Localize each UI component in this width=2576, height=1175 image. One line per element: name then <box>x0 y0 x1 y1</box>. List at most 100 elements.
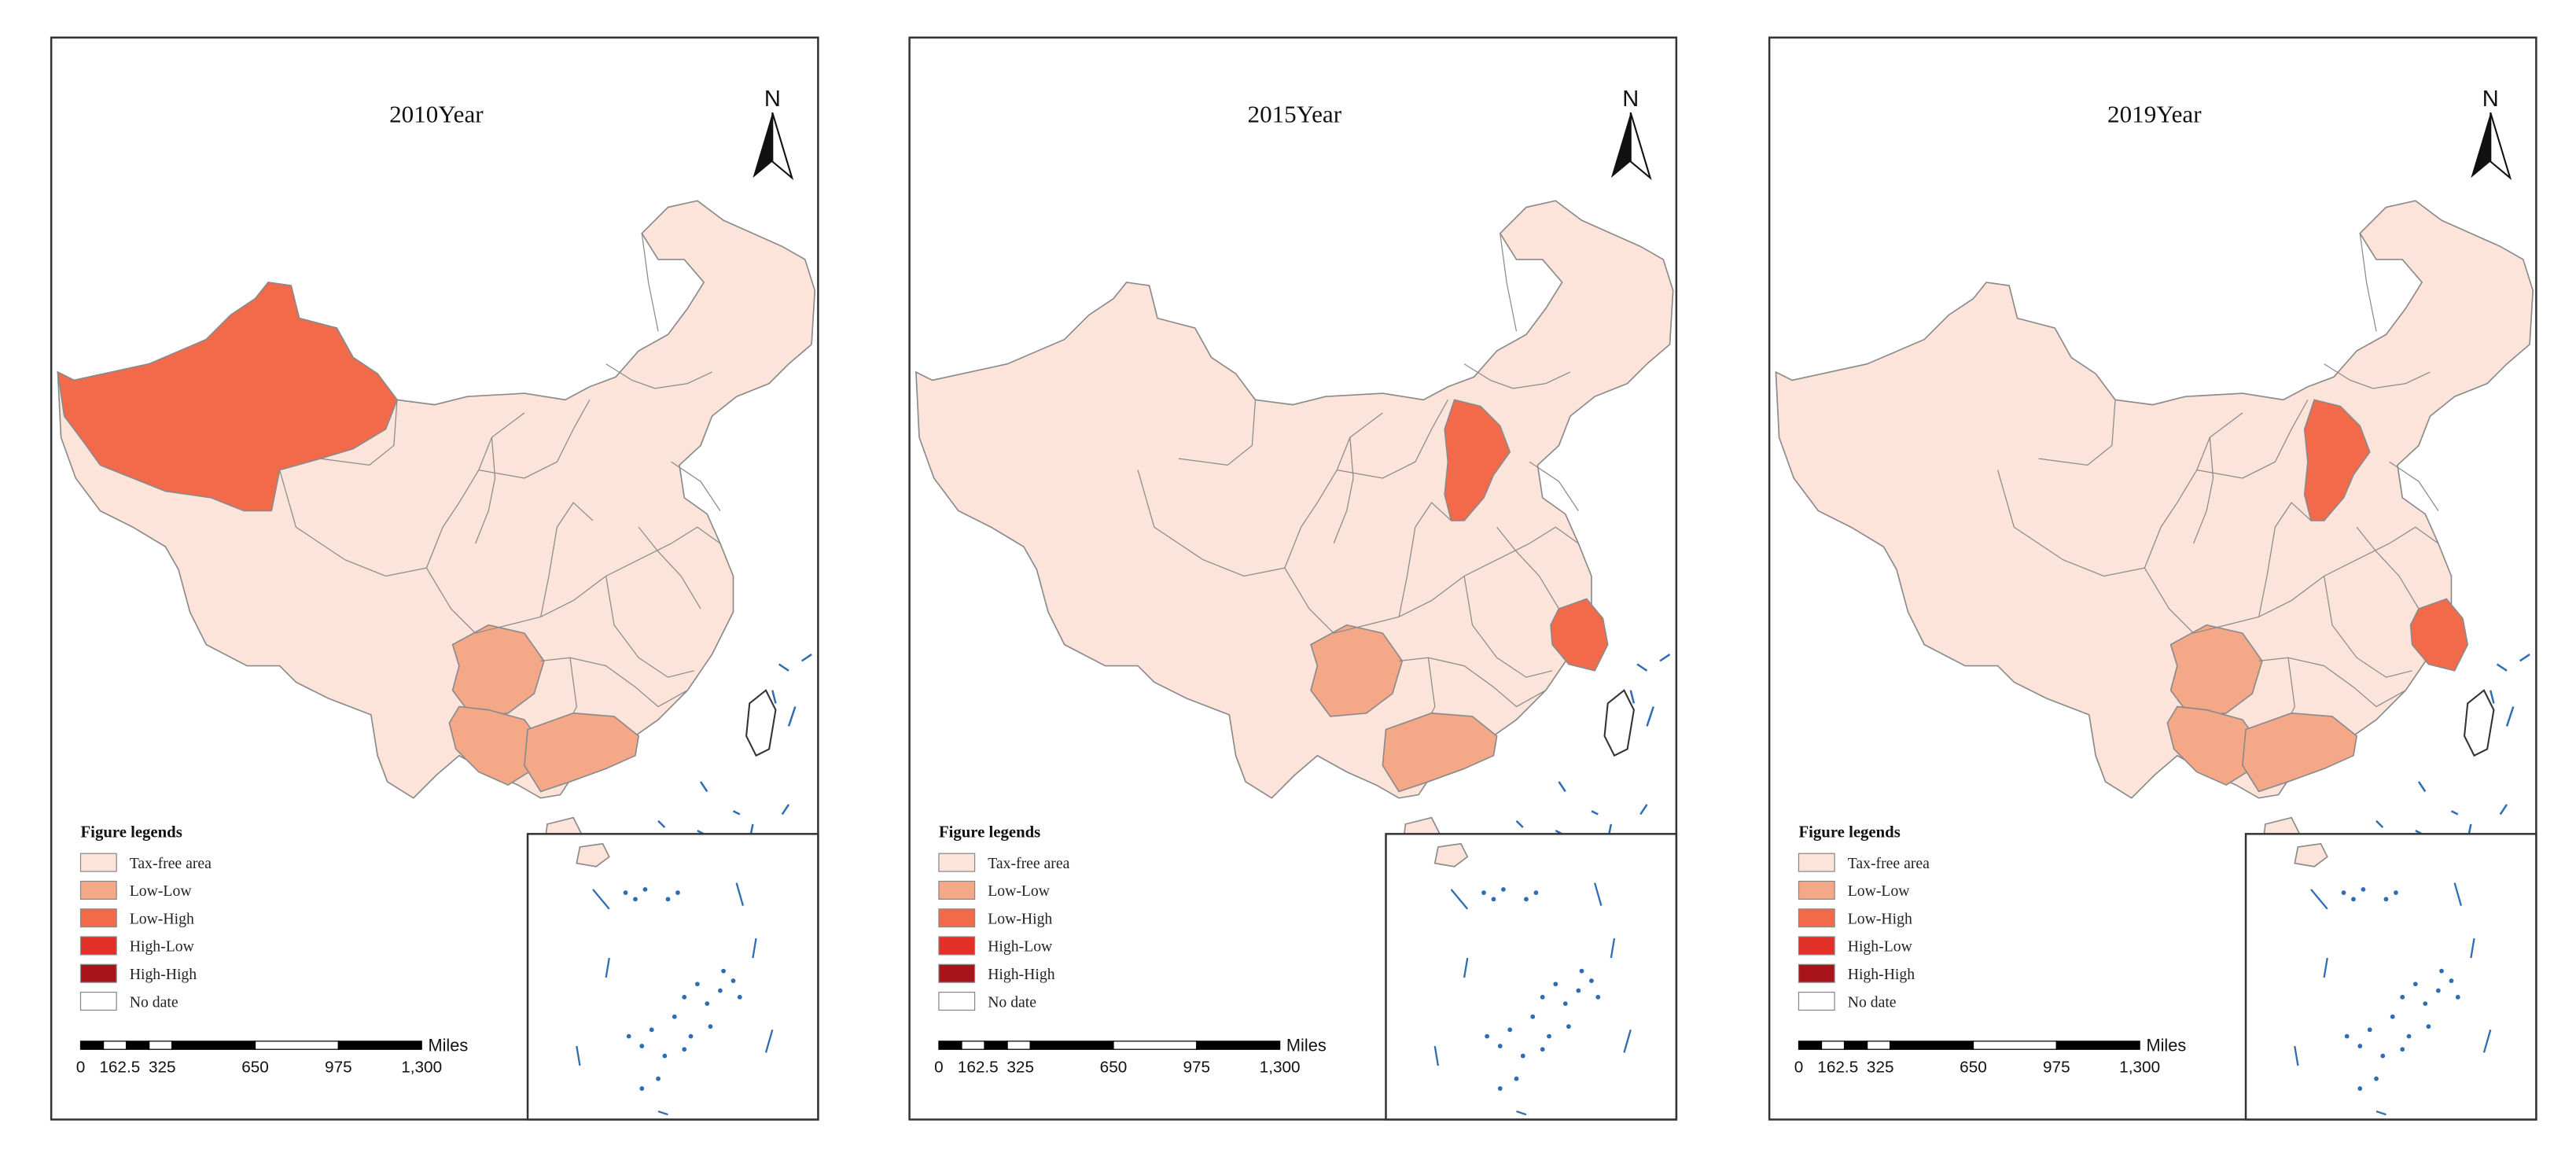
north-arrow-icon: N <box>2471 87 2512 181</box>
inset-island <box>2412 982 2418 987</box>
scale-label: 975 <box>325 1058 352 1076</box>
inset-island <box>2439 968 2444 974</box>
inset-island <box>1497 1086 1503 1091</box>
island-mark <box>1515 820 1524 828</box>
province-border <box>475 437 496 544</box>
scale-label: 0 <box>934 1058 944 1076</box>
scale-bar: 0 162.5 325 650 975 1,300 Miles <box>1794 1035 2187 1076</box>
inset-island <box>1497 1044 1503 1048</box>
scale-segment <box>1113 1041 1198 1050</box>
province-border <box>2291 526 2439 602</box>
province-border <box>641 233 659 332</box>
island-mark <box>657 820 666 828</box>
inset-border-dash <box>2294 1045 2299 1066</box>
scale-label: 325 <box>1867 1058 1894 1076</box>
legend-label: No date <box>130 993 178 1011</box>
legend: Figure legends Tax-free area Low-Low Low-Hi… <box>938 823 1070 1011</box>
inset-island <box>623 890 628 895</box>
legend-swatch <box>1798 853 1835 872</box>
island-mark <box>781 804 790 816</box>
legend-swatch <box>79 853 117 872</box>
map-panel-3: 2019Year N Figure legends Tax-free area Low-… <box>1768 36 2537 1121</box>
scale-segment <box>1972 1041 2057 1050</box>
island-mark <box>2505 706 2515 727</box>
inset-island <box>682 994 687 1000</box>
legend-label: High-High <box>1848 966 1915 983</box>
inset-border-dash <box>605 957 610 978</box>
island-mark <box>2499 804 2508 816</box>
legend-label: Low-High <box>1848 910 1912 927</box>
island-mark <box>787 706 797 727</box>
island-mark <box>2496 663 2508 672</box>
north-arrow-icon: N <box>753 87 794 181</box>
legend-label: No date <box>1848 993 1897 1011</box>
inset-border-dash <box>764 1030 774 1053</box>
province-border <box>1463 576 1553 678</box>
legend-label: No date <box>988 993 1036 1011</box>
province-border <box>569 657 577 714</box>
legend-title: Figure legends <box>939 823 1040 841</box>
island-mark <box>1659 654 1671 662</box>
scale-segment <box>79 1041 105 1050</box>
inset-island <box>642 886 648 892</box>
island-mark <box>2519 654 2530 662</box>
inset-island <box>2374 1076 2379 1081</box>
inset-border-dash <box>2453 882 2463 906</box>
island-mark <box>778 663 789 672</box>
north-label: N <box>764 87 781 112</box>
province-border <box>540 657 688 708</box>
province-border <box>1284 567 1432 634</box>
island-mark <box>1558 781 1566 793</box>
province-border <box>1333 437 1354 544</box>
legend-label: Low-Low <box>1848 882 1911 900</box>
inset-frame <box>1385 833 1678 1121</box>
scale-unit: Miles <box>2146 1035 2186 1055</box>
legend-label: High-Low <box>1848 938 1913 956</box>
inset-island <box>2351 897 2356 902</box>
scale-segment <box>1820 1041 1846 1050</box>
scale-segment <box>1029 1041 1114 1050</box>
province-border <box>1398 502 1452 617</box>
legend-swatch <box>1798 880 1835 900</box>
legend-swatch <box>938 908 976 928</box>
inset-map <box>526 833 819 1121</box>
region-guangdong <box>524 712 640 793</box>
island-mark <box>1629 690 1636 704</box>
legend-swatch <box>79 963 117 983</box>
province-border <box>2193 437 2214 544</box>
island-mark <box>2417 781 2427 793</box>
province-border <box>2196 400 2309 479</box>
province-border <box>320 400 398 466</box>
inset-hainan <box>1433 842 1469 867</box>
province-border <box>2144 412 2243 569</box>
legend-title: Figure legends <box>1798 823 1900 841</box>
inset-hainan <box>576 842 610 867</box>
inset-island <box>2383 897 2389 902</box>
scale-label: 1,300 <box>1260 1058 1301 1076</box>
inset-border-dash <box>752 937 757 959</box>
province-border <box>1431 526 1579 602</box>
inset-island <box>721 968 726 974</box>
inset-island <box>2361 886 2366 892</box>
inset-border-dash <box>576 1045 581 1066</box>
inset-island <box>2426 1024 2431 1030</box>
inset-island <box>1530 1014 1536 1019</box>
island-mark <box>2450 810 2459 816</box>
inset-island <box>2406 1033 2412 1039</box>
inset-island <box>2344 1033 2350 1039</box>
inset-island <box>1562 1001 1568 1007</box>
scale-label: 162.5 <box>1817 1058 1858 1076</box>
scale-unit: Miles <box>428 1035 468 1055</box>
map-title: 2015Year <box>1248 101 1342 128</box>
inset-border-dash <box>1463 957 1469 978</box>
inset-island <box>672 1014 677 1019</box>
province-border <box>540 502 594 617</box>
scale-label: 1,300 <box>2119 1058 2160 1076</box>
province-border <box>1399 657 1547 708</box>
legend-swatch <box>79 991 117 1011</box>
island-mark <box>1636 663 1648 672</box>
inset-frame <box>526 833 819 1121</box>
province-border <box>425 567 574 634</box>
legend-label: Low-High <box>130 910 194 927</box>
